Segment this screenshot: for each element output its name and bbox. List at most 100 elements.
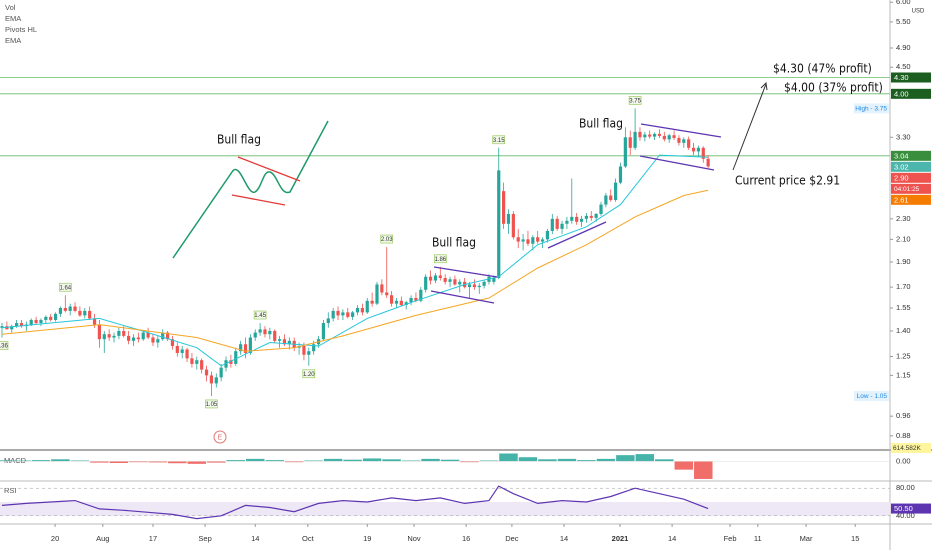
macd-bar xyxy=(635,454,655,462)
candle-body xyxy=(161,332,165,340)
candle-body xyxy=(170,339,175,346)
candle-body xyxy=(83,310,87,316)
macd-bar xyxy=(187,461,207,464)
candle-body xyxy=(78,310,82,316)
flag-line xyxy=(639,155,715,171)
candle-body xyxy=(243,344,248,353)
x-tick-label: Oct xyxy=(302,534,315,543)
macd-bar xyxy=(304,460,323,462)
trend-line xyxy=(547,221,607,249)
annotation: Bull flag xyxy=(217,133,261,147)
candle-body xyxy=(195,360,199,364)
candle-body xyxy=(53,313,58,320)
volume-tag xyxy=(891,443,931,453)
candle-body xyxy=(390,295,394,304)
y-tick-label: 6.00 xyxy=(896,0,911,6)
x-tick-label: Nov xyxy=(407,534,421,543)
price-tag xyxy=(891,172,931,183)
y-tick-label: 1.70 xyxy=(896,282,911,291)
candle-body xyxy=(92,318,97,325)
ema-line xyxy=(1,189,709,352)
pivot-label: 3.15 xyxy=(493,138,505,144)
price-tag xyxy=(891,88,931,99)
candle-body xyxy=(467,284,472,288)
candle-body xyxy=(419,289,423,301)
candle-body xyxy=(477,285,481,288)
annotation: Bull flag xyxy=(579,117,623,131)
candle-body xyxy=(29,319,33,325)
pane-title: RSI xyxy=(4,486,17,495)
x-tick-label: 11 xyxy=(754,534,762,543)
macd-bar xyxy=(557,458,577,462)
price-tag xyxy=(891,150,931,161)
macd-bar xyxy=(246,458,265,462)
y-tick-label: 0.88 xyxy=(896,431,911,440)
candle-body xyxy=(633,131,637,148)
candle-body xyxy=(628,137,632,148)
candle-body xyxy=(594,213,598,218)
candle-body xyxy=(579,218,584,222)
macd-bar xyxy=(460,461,479,463)
candle-body xyxy=(458,281,462,285)
x-tick-label: 16 xyxy=(462,534,470,543)
annotation: Current price $2.91 xyxy=(735,174,840,188)
candle-body xyxy=(511,213,515,238)
candle-body xyxy=(599,204,603,214)
pivot-box xyxy=(380,234,394,244)
candle-body xyxy=(657,133,662,136)
currency: USD xyxy=(912,9,925,15)
pivot-box xyxy=(205,399,218,409)
candle-body xyxy=(526,239,530,244)
candle-body xyxy=(229,360,233,364)
extreme-tag xyxy=(854,390,889,401)
candle-body xyxy=(652,133,657,137)
candle-body xyxy=(385,292,389,296)
candle-body xyxy=(550,218,554,231)
pivot-label: 1.64 xyxy=(59,285,71,291)
x-tick-label: Dec xyxy=(505,534,519,543)
x-tick-label: 20 xyxy=(51,534,59,543)
pivot-box xyxy=(253,310,267,320)
candle-body xyxy=(360,307,364,313)
x-tick-label: Feb xyxy=(724,534,737,543)
candle-body xyxy=(536,237,540,242)
candle-body xyxy=(614,182,618,200)
candle-body xyxy=(165,332,170,340)
annotation: Bull flag xyxy=(432,236,476,250)
candle-body xyxy=(321,323,326,340)
candle-body xyxy=(643,134,647,138)
candle-body xyxy=(146,332,150,338)
candle-body xyxy=(39,319,43,324)
candle-body xyxy=(453,279,457,285)
candle-body xyxy=(531,237,535,244)
candle-body xyxy=(404,302,408,306)
macd-bar xyxy=(674,461,694,470)
candle-body xyxy=(565,220,569,224)
y-tick-label: 40.00 xyxy=(896,511,915,520)
candle-body xyxy=(570,216,574,221)
candle-body xyxy=(540,239,545,242)
pivot-box xyxy=(302,369,316,379)
candle-body xyxy=(375,284,379,304)
price-tag-label: 2.90 xyxy=(894,173,909,182)
macd-bar xyxy=(31,460,51,462)
candle-body xyxy=(204,369,209,376)
candle-body xyxy=(414,297,418,301)
candle-body xyxy=(15,323,19,327)
candle-body xyxy=(433,275,438,281)
arrow-head xyxy=(760,81,768,91)
rsi-tag-label: 50.50 xyxy=(894,504,913,513)
candle-body xyxy=(185,349,189,359)
extreme-label: High - 3.75 xyxy=(855,106,887,113)
bull-flag-sketch xyxy=(172,120,329,259)
macd-bar xyxy=(362,458,382,462)
candle-body xyxy=(277,339,282,341)
candle-body xyxy=(443,277,447,282)
candle-body xyxy=(355,307,360,313)
candle-body xyxy=(219,367,223,378)
candle-body xyxy=(706,158,710,167)
macd-bar xyxy=(440,459,460,462)
y-tick-label: 3.30 xyxy=(896,132,911,141)
candle-body xyxy=(677,137,681,143)
macd-bar xyxy=(538,459,557,462)
